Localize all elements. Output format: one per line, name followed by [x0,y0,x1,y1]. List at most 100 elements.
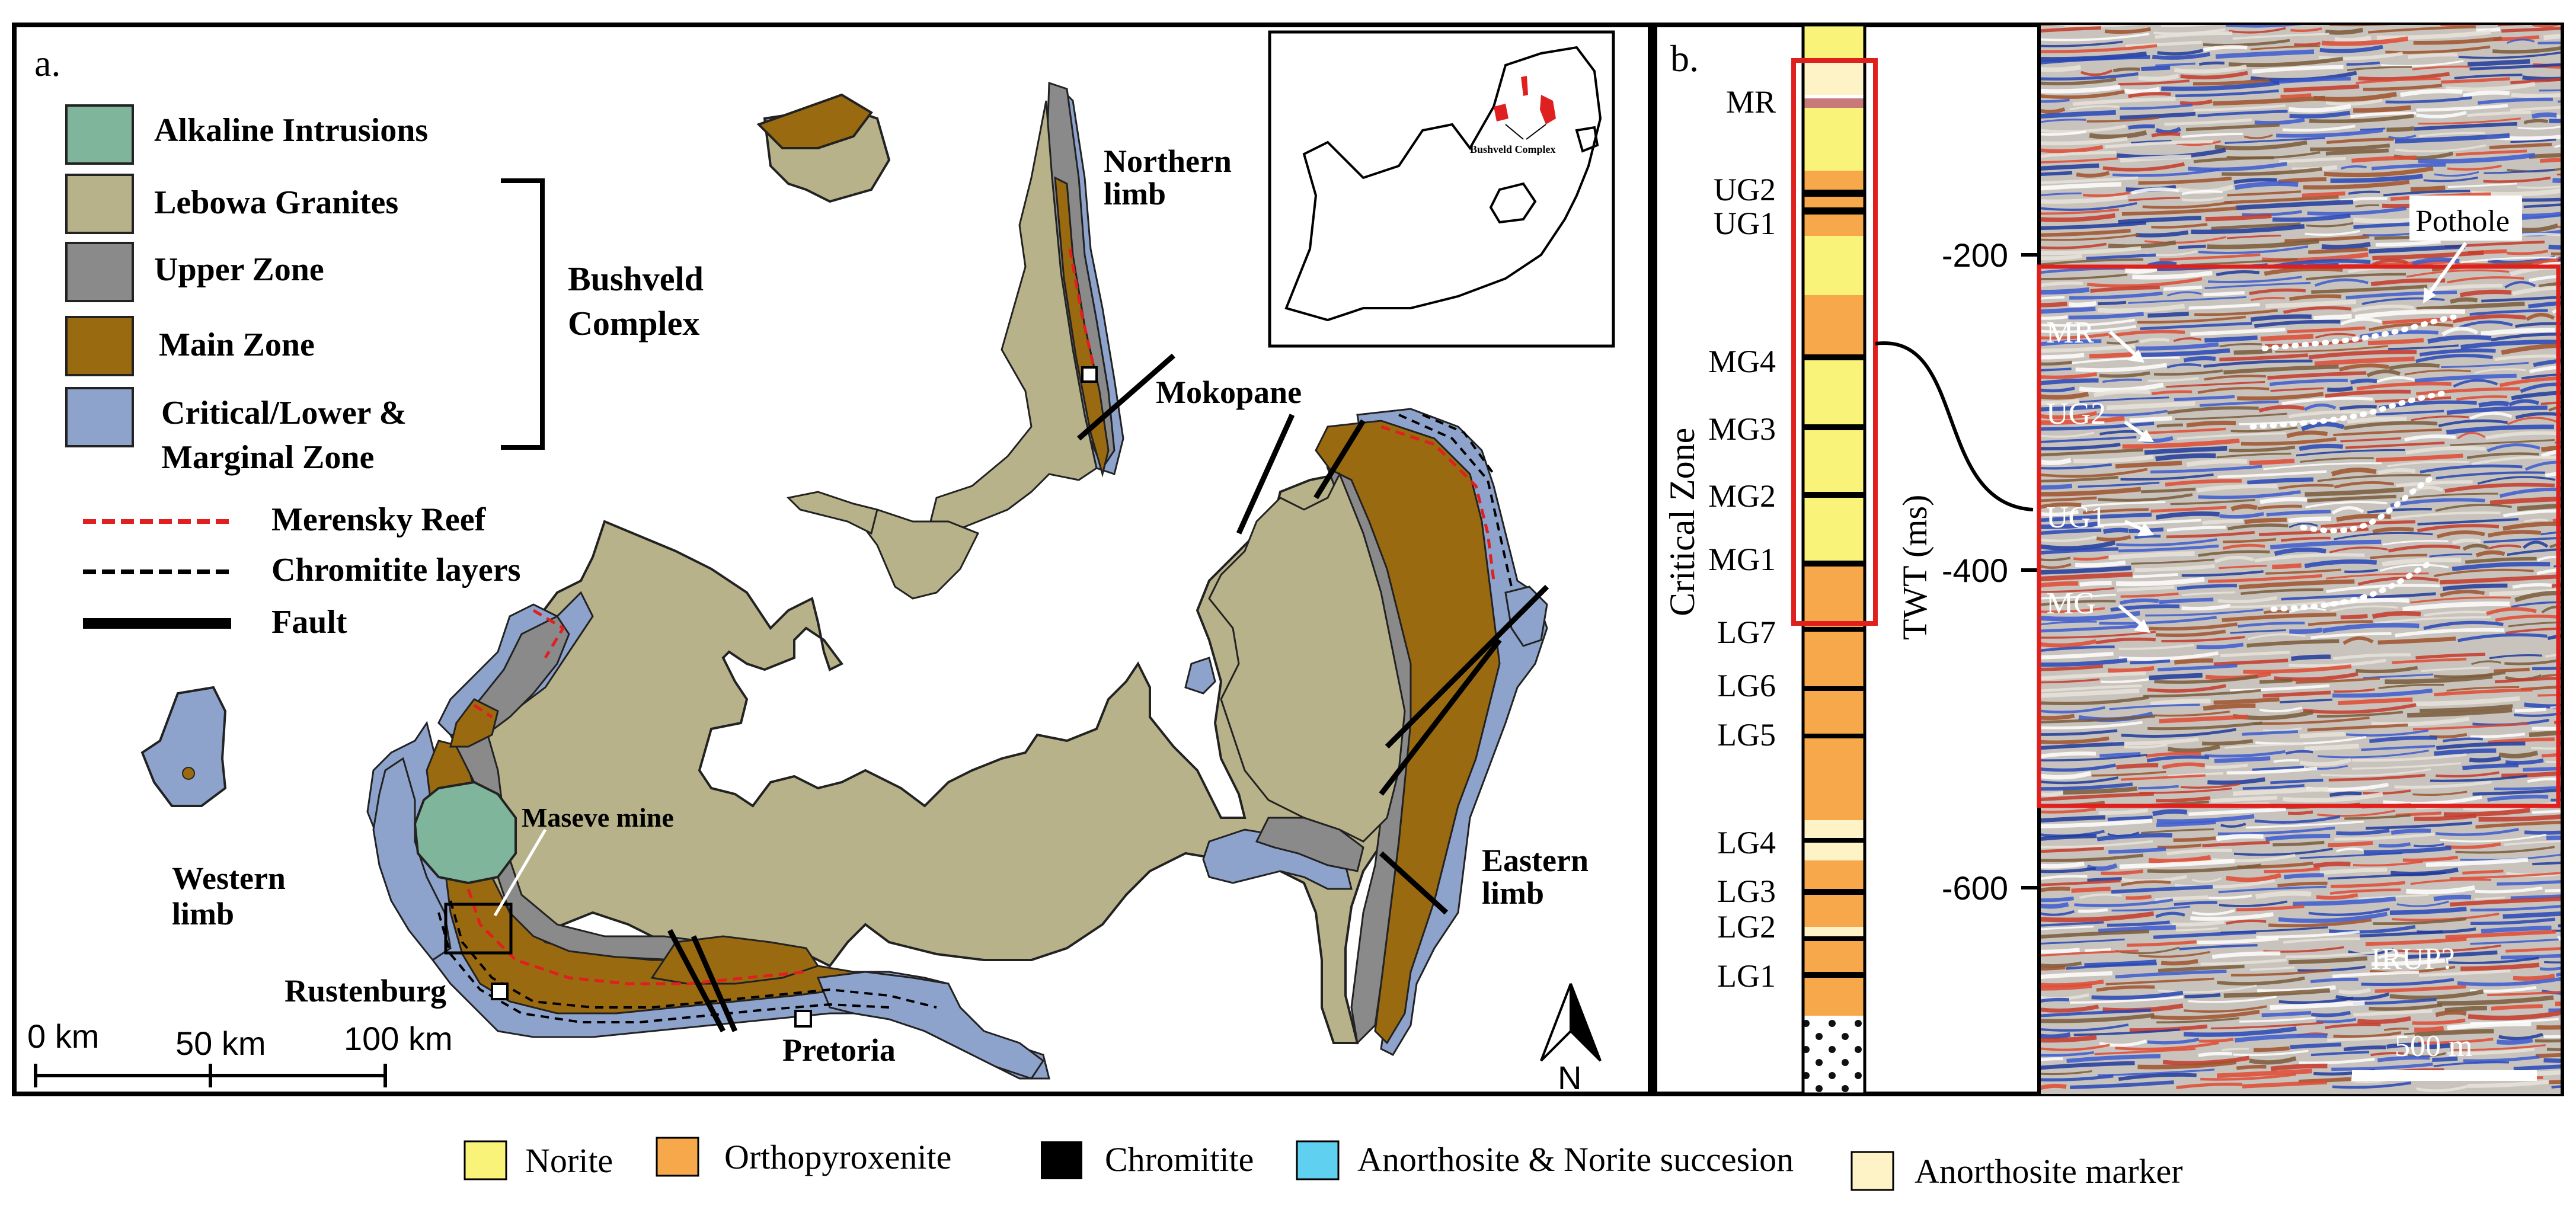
seismic-reflector [2444,1006,2487,1013]
seismic-reflector [2372,258,2408,267]
seismic-reflector [2162,1055,2250,1065]
seismic-reflector [2226,919,2267,925]
seismic-reflector [2436,741,2526,750]
seismic-reflector [2535,1039,2561,1043]
seismic-reflector [2080,69,2113,76]
seismic-reflector [2288,104,2351,113]
twt-tick-600: -600 [1942,869,2008,907]
seismic-reflector [2434,688,2533,697]
seismic-reflector [2203,39,2290,47]
seismic-reflector [2317,809,2396,817]
seismic-reflector [2039,254,2083,261]
seismic-reflector [2225,25,2303,28]
seismic-reflector [2172,920,2225,927]
seismic-reflector [2158,984,2257,994]
seismic-reflector [2382,558,2462,567]
seismic-reflector [2303,703,2417,714]
seismic-reflector [2370,1052,2404,1057]
seismic-reflector [2284,235,2370,243]
seismic-reflector [2204,375,2267,381]
seismic-reflector [2462,869,2504,875]
seismic-reflector [2450,1044,2546,1051]
seismic-reflector [2492,46,2561,54]
seismic-reflector [2511,92,2561,98]
twt-axis-label: TWT (ms) [1896,495,1934,640]
seismic-reflector [2289,523,2318,529]
seismic-reflector [2098,808,2149,815]
seismic-reflector [2091,990,2184,1000]
seismic-reflector [2404,434,2456,442]
seismic-reflector [2299,443,2344,451]
seismic-reflector [2121,774,2206,781]
seismic-reflector [2071,887,2111,893]
pothole-arrowhead [2423,287,2436,303]
pretoria-marker [794,1010,812,1028]
inset-map: Bushveld Complex [1268,30,1615,348]
seismic-reflector [2197,110,2288,117]
seismic-reflector [2039,484,2073,490]
seismic-reflector [2358,894,2429,900]
seismic-labels: MR UG2 UG1 MG Pothole IRUP? 500 m [2046,196,2537,1081]
seismic-reflector [2334,833,2436,841]
seismic-reflector [2147,721,2263,731]
layer-label-mr: MR [1726,84,1776,120]
seismic-reflector [2532,727,2561,731]
seismic-reflector [2465,556,2537,564]
seismic-reflector [2445,930,2556,939]
seismic-reflector [2039,26,2102,33]
seismic-reflector [2138,951,2211,958]
col-anorthosite-marker-lg2 [1803,927,1865,939]
seismic-reflector [2150,1009,2260,1020]
seismic-reflector [2395,144,2486,153]
seismic-reflector [2339,405,2377,411]
seismic-reflector [2163,285,2203,291]
seismic-reflector [2446,405,2548,415]
seismic-reflector [2166,291,2202,297]
seismic-reflector [2332,1081,2412,1089]
seismic-reflector [2039,965,2066,971]
seismic-reflector [2224,195,2339,204]
seismic-reflector [2242,1080,2327,1089]
seismic-reflector [2039,296,2065,300]
seismic-reflector [2137,315,2246,324]
seismic-reflector [2150,698,2211,706]
legend-label-critical-2: Marginal Zone [161,439,374,476]
merensky-reef-north [1068,248,1098,380]
seismic-reflector [2118,651,2219,661]
seismic-reflector [2447,276,2524,284]
seismic-reflector [2353,105,2411,113]
seismic-reflector [2039,929,2149,939]
seismic-reflector [2425,1043,2450,1049]
seismic-reflector [2334,35,2372,43]
seismic-reflector [2369,1003,2443,1011]
seismic-reflector [2203,45,2248,52]
seismic-reflector [2039,457,2072,465]
seismic-reflector [2039,242,2107,249]
seismic-reflector [2331,468,2377,476]
seismic-reflector [2106,401,2195,411]
seismic-reflector [2278,911,2388,923]
seismic-reflector [2270,779,2323,785]
seismic-reflector [2467,59,2530,67]
seismic-reflector [2242,730,2298,736]
seismic-reflector [2159,597,2214,604]
seismic-reflector [2334,532,2433,540]
seismic-reflector [2532,861,2561,866]
seismic-reflector [2039,399,2079,405]
seismic-reflector [2315,332,2356,339]
bottom-legend: Norite Orthopyroxenite Chromitite Anorth… [464,1137,2183,1191]
seismic-reflector [2155,911,2185,919]
bottom-legend-label-norite: Norite [525,1141,613,1180]
seismic-reflector [2250,45,2320,50]
seismic-reflector [2351,155,2417,163]
seismic-reflector [2235,181,2299,190]
seismic-reflector [2128,92,2171,98]
seismic-reflector [2204,281,2311,289]
seismic-reflector [2255,735,2367,745]
seismic-reflector [2179,944,2258,951]
seismic-reflector [2121,880,2171,887]
seismic-reflector [2079,396,2169,403]
seismic-reflector [2348,190,2380,195]
seismic-reflector [2201,739,2254,746]
seismic-reflector [2039,513,2152,523]
